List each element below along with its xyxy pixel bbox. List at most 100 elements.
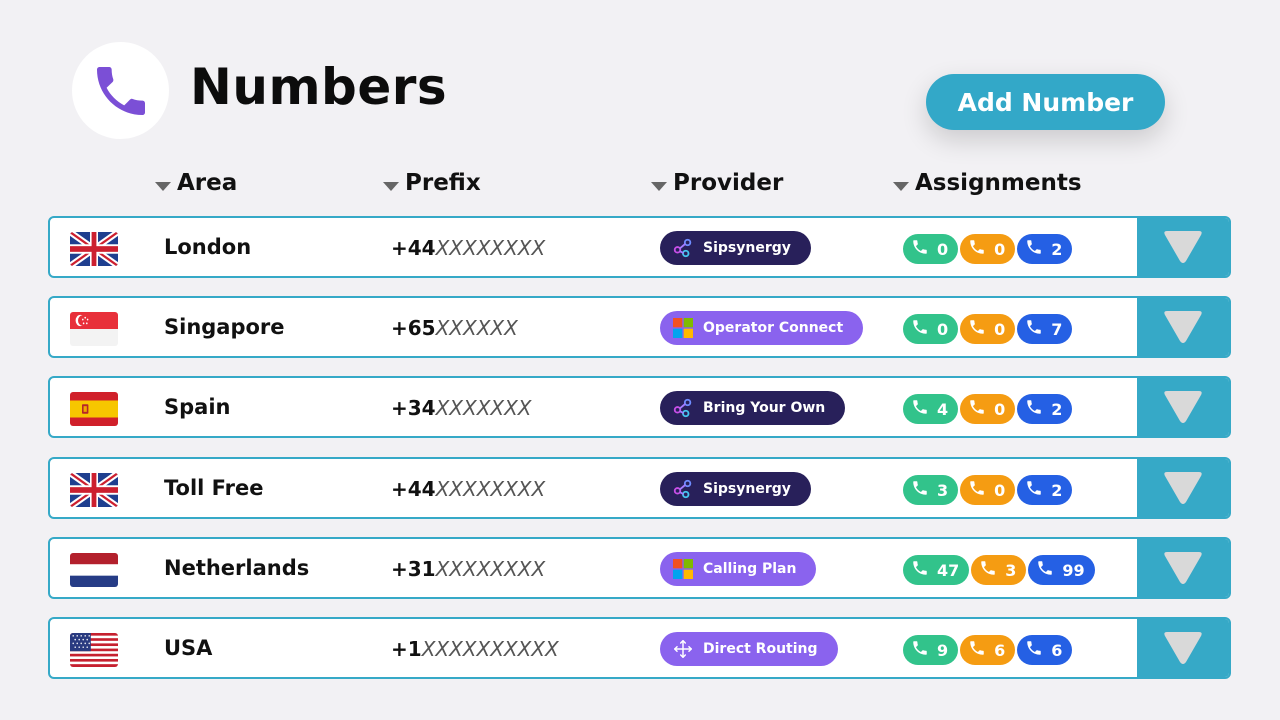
flag-sg-icon — [70, 312, 118, 346]
flag-nl-icon — [70, 553, 118, 587]
prefix-code: +31 — [391, 557, 436, 581]
area-name: Singapore — [164, 315, 285, 339]
expand-row-button[interactable] — [1137, 298, 1229, 356]
triangle-down-icon — [1164, 632, 1202, 664]
assignments: 0 0 7 — [903, 314, 1073, 344]
column-header-provider[interactable]: Provider — [651, 170, 783, 196]
flag-uk-icon — [70, 232, 118, 266]
sipsynergy-icon — [672, 237, 694, 259]
assignment-orange-pill: 0 — [960, 234, 1016, 264]
assignment-count: 0 — [994, 239, 1006, 259]
assignment-count: 99 — [1062, 560, 1085, 580]
page-title: Numbers — [190, 58, 448, 116]
column-header-prefix[interactable]: Prefix — [383, 170, 481, 196]
assignment-count: 2 — [1051, 480, 1063, 500]
phone-icon — [968, 479, 994, 501]
assignment-green-pill: 3 — [903, 475, 959, 505]
flag-es-icon — [70, 392, 118, 426]
assignment-blue-pill: 99 — [1028, 555, 1095, 585]
microsoft-icon — [672, 558, 694, 580]
phone-icon — [1025, 398, 1051, 420]
prefix: +31XXXXXXXX — [391, 557, 545, 581]
provider-badge: Sipsynergy — [660, 231, 811, 265]
prefix-code: +34 — [391, 396, 436, 420]
provider-label: Bring Your Own — [703, 400, 826, 416]
phone-icon — [979, 559, 1005, 581]
assignment-count: 4 — [937, 399, 949, 419]
column-header-assignments[interactable]: Assignments — [893, 170, 1082, 196]
assignment-count: 47 — [937, 560, 960, 580]
assignment-count: 3 — [937, 480, 949, 500]
column-label: Prefix — [405, 170, 481, 196]
table-row[interactable]: London +44XXXXXXXX Sipsynergy 0 0 2 — [48, 216, 1231, 278]
phone-icon — [968, 639, 994, 661]
provider-label: Sipsynergy — [703, 240, 791, 256]
prefix-mask: XXXXXXXX — [435, 557, 546, 581]
phone-icon — [1025, 479, 1051, 501]
provider-badge: Operator Connect — [660, 311, 864, 345]
assignment-orange-pill: 6 — [960, 635, 1016, 665]
flag-us-icon — [70, 633, 118, 667]
assignments: 3 0 2 — [903, 475, 1073, 505]
phone-icon — [911, 238, 937, 260]
assignment-orange-pill: 3 — [971, 555, 1027, 585]
phone-icon — [1036, 559, 1062, 581]
phone-icon — [968, 318, 994, 340]
prefix: +44XXXXXXXX — [391, 236, 545, 260]
phone-icon — [968, 238, 994, 260]
triangle-down-icon — [1164, 311, 1202, 343]
prefix-code: +65 — [391, 316, 436, 340]
phone-icon — [1025, 318, 1051, 340]
table-row[interactable]: USA +1XXXXXXXXXX Direct Routing 9 6 6 — [48, 617, 1231, 679]
prefix-mask: XXXXXXX — [435, 396, 532, 420]
sort-caret-icon — [651, 181, 667, 191]
assignment-blue-pill: 2 — [1017, 475, 1073, 505]
phone-icon — [1025, 238, 1051, 260]
prefix-mask: XXXXXXXX — [435, 236, 546, 260]
assignment-count: 7 — [1051, 319, 1063, 339]
prefix-code: +1 — [391, 637, 422, 661]
triangle-down-icon — [1164, 552, 1202, 584]
area-name: Netherlands — [164, 556, 310, 580]
triangle-down-icon — [1164, 391, 1202, 423]
table-row[interactable]: Spain +34XXXXXXX Bring Your Own 4 0 2 — [48, 376, 1231, 438]
provider-label: Operator Connect — [703, 320, 844, 336]
sort-caret-icon — [893, 181, 909, 191]
assignment-blue-pill: 7 — [1017, 314, 1073, 344]
expand-row-button[interactable] — [1137, 218, 1229, 276]
assignment-green-pill: 47 — [903, 555, 970, 585]
column-label: Assignments — [915, 170, 1082, 196]
phone-icon — [968, 398, 994, 420]
assignment-count: 3 — [1005, 560, 1017, 580]
expand-row-button[interactable] — [1137, 619, 1229, 677]
sipsynergy-icon — [672, 397, 694, 419]
provider-label: Calling Plan — [703, 561, 797, 577]
prefix-mask: XXXXXX — [435, 316, 518, 340]
table-row[interactable]: Toll Free +44XXXXXXXX Sipsynergy 3 0 2 — [48, 457, 1231, 519]
add-number-button[interactable]: Add Number — [926, 74, 1165, 130]
provider-badge: Direct Routing — [660, 632, 838, 666]
microsoft-icon — [672, 317, 694, 339]
table-row[interactable]: Netherlands +31XXXXXXXX Calling Plan 47 3 99 — [48, 537, 1231, 599]
expand-row-button[interactable] — [1137, 459, 1229, 517]
table-row[interactable]: Singapore +65XXXXXX Operator Connect 0 0 7 — [48, 296, 1231, 358]
sort-caret-icon — [383, 181, 399, 191]
flag-uk-icon — [70, 473, 118, 507]
assignment-blue-pill: 6 — [1017, 635, 1073, 665]
assignment-orange-pill: 0 — [960, 314, 1016, 344]
column-header-area[interactable]: Area — [155, 170, 237, 196]
assignment-green-pill: 0 — [903, 234, 959, 264]
triangle-down-icon — [1164, 472, 1202, 504]
expand-row-button[interactable] — [1137, 378, 1229, 436]
area-name: Spain — [164, 395, 231, 419]
sipsynergy-icon — [672, 478, 694, 500]
provider-label: Sipsynergy — [703, 481, 791, 497]
provider-badge: Bring Your Own — [660, 391, 846, 425]
prefix: +44XXXXXXXX — [391, 477, 545, 501]
phone-icon — [911, 559, 937, 581]
expand-row-button[interactable] — [1137, 539, 1229, 597]
prefix: +34XXXXXXX — [391, 396, 532, 420]
assignment-count: 2 — [1051, 399, 1063, 419]
assignments: 9 6 6 — [903, 635, 1073, 665]
provider-label: Direct Routing — [703, 641, 818, 657]
